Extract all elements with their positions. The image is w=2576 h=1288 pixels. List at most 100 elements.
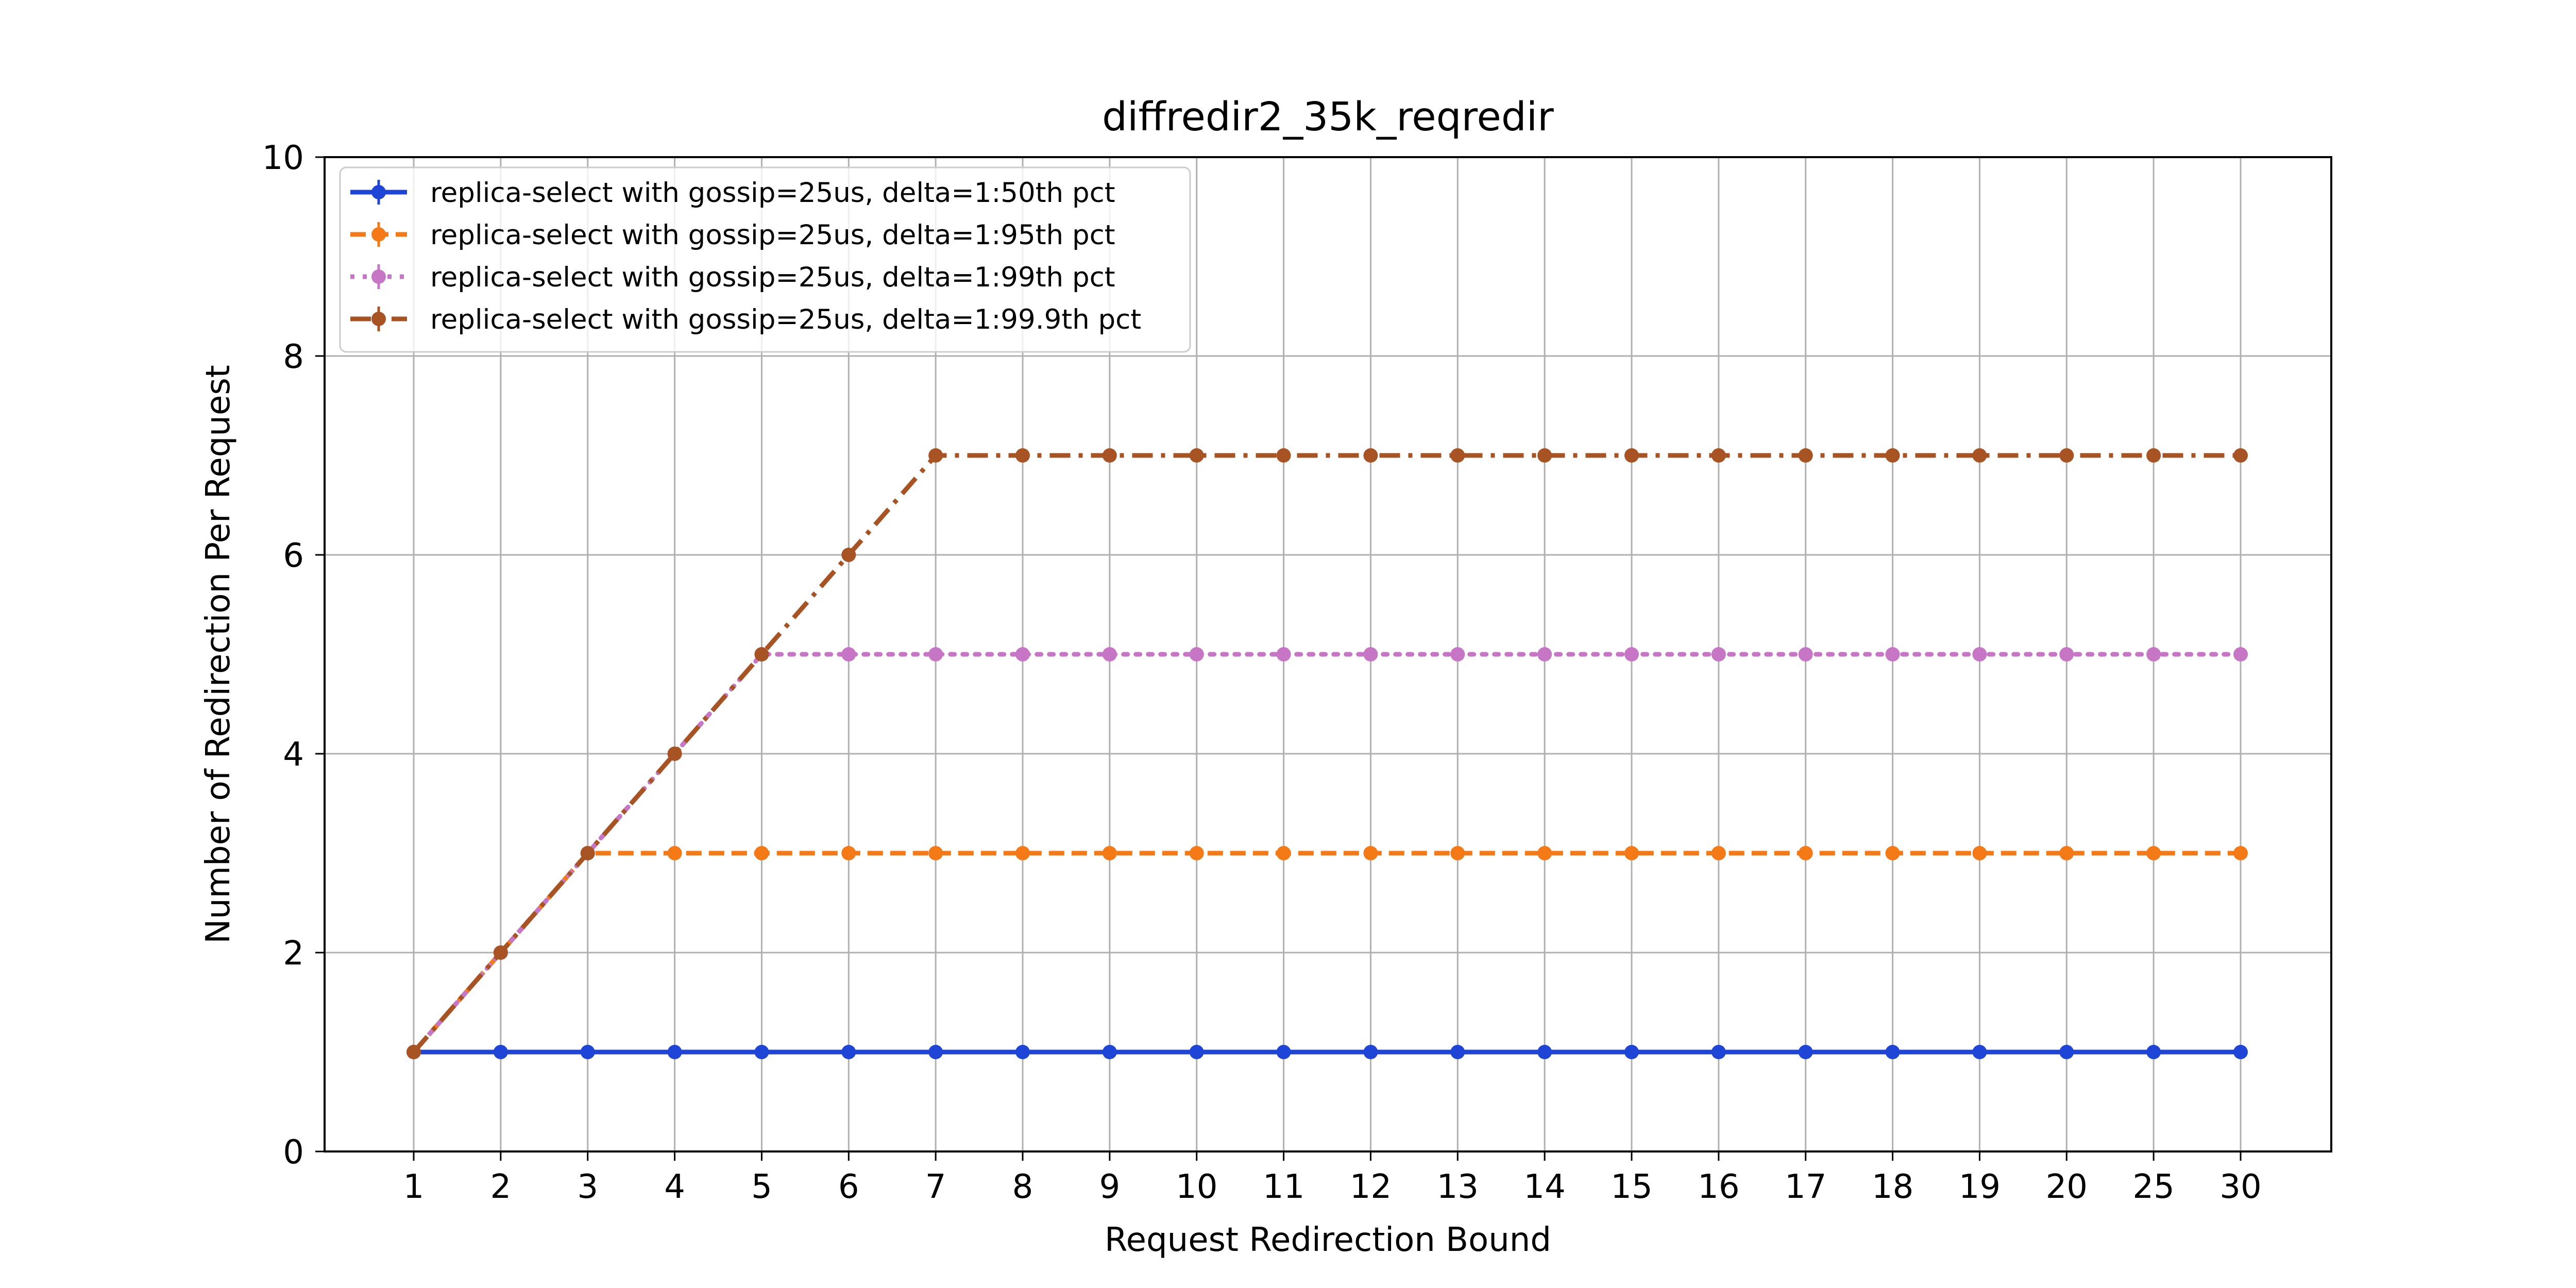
- x-tick-label: 6: [838, 1168, 859, 1206]
- data-point: [667, 747, 682, 761]
- data-point: [493, 1045, 508, 1059]
- data-point: [754, 1045, 769, 1059]
- series-1: [406, 1045, 2248, 1059]
- y-tick-label: 10: [262, 139, 304, 177]
- data-point: [2059, 1045, 2074, 1059]
- data-point: [1276, 448, 1291, 463]
- data-point: [1189, 647, 1204, 662]
- data-point: [1102, 448, 1117, 463]
- y-tick-label: 0: [283, 1133, 304, 1172]
- x-tick-label: 15: [1611, 1168, 1652, 1206]
- x-tick-label: 3: [577, 1168, 598, 1206]
- x-tick-label: 1: [403, 1168, 425, 1206]
- legend-label: replica-select with gossip=25us, delta=1…: [430, 219, 1115, 251]
- data-point: [406, 1045, 421, 1059]
- data-point: [1798, 448, 1813, 463]
- y-axis-label: Number of Redirection Per Request: [199, 365, 238, 944]
- series-line: [412, 453, 2241, 1054]
- legend: replica-select with gossip=25us, delta=1…: [339, 166, 1191, 353]
- data-point: [2146, 647, 2161, 662]
- series-4: [406, 448, 2248, 1059]
- legend-label: replica-select with gossip=25us, delta=1…: [430, 177, 1115, 209]
- x-tick-label: 12: [1350, 1168, 1392, 1206]
- data-point: [1711, 448, 1726, 463]
- data-point: [1015, 647, 1030, 662]
- data-point: [1276, 846, 1291, 860]
- data-point: [2146, 1045, 2161, 1059]
- data-point: [754, 846, 769, 860]
- x-tick-label: 16: [1698, 1168, 1739, 1206]
- data-point: [1972, 647, 1987, 662]
- data-point: [1363, 846, 1378, 860]
- x-tick-label: 10: [1176, 1168, 1217, 1206]
- data-point: [1450, 448, 1465, 463]
- data-point: [1189, 1045, 1204, 1059]
- data-point: [1015, 1045, 1030, 1059]
- data-point: [1798, 1045, 1813, 1059]
- data-point: [1537, 846, 1552, 860]
- data-point: [1972, 448, 1987, 463]
- data-point: [1189, 846, 1204, 860]
- data-point: [754, 647, 769, 662]
- x-tick-label: 7: [925, 1168, 946, 1206]
- data-point: [1102, 647, 1117, 662]
- legend-box: [339, 166, 1191, 353]
- legend-item: replica-select with gossip=25us, delta=1…: [350, 177, 1115, 209]
- data-point: [493, 945, 508, 960]
- data-point: [1363, 1045, 1378, 1059]
- data-point: [2059, 846, 2074, 860]
- data-point: [1624, 1045, 1639, 1059]
- x-tick-label: 25: [2132, 1168, 2174, 1206]
- data-point: [841, 846, 856, 860]
- data-point: [580, 1045, 595, 1059]
- x-tick-label: 9: [1099, 1168, 1120, 1206]
- legend-item: replica-select with gossip=25us, delta=1…: [350, 262, 1115, 293]
- legend-marker: [371, 312, 386, 326]
- data-point: [1537, 647, 1552, 662]
- legend-marker: [371, 227, 386, 242]
- x-tick-label: 13: [1437, 1168, 1479, 1206]
- data-point: [1972, 1045, 1987, 1059]
- data-point: [1363, 448, 1378, 463]
- legend-marker: [371, 185, 386, 199]
- data-point: [1537, 448, 1552, 463]
- y-tick-label: 6: [283, 537, 304, 575]
- data-point: [1450, 846, 1465, 860]
- data-point: [1102, 846, 1117, 860]
- legend-label: replica-select with gossip=25us, delta=1…: [430, 262, 1115, 293]
- y-tick-label: 4: [283, 736, 304, 774]
- series-line: [412, 851, 2241, 1054]
- data-point: [1450, 1045, 1465, 1059]
- data-point: [1102, 1045, 1117, 1059]
- y-tick-label: 2: [283, 935, 304, 973]
- x-tick-label: 8: [1012, 1168, 1033, 1206]
- data-point: [1624, 448, 1639, 463]
- data-point: [1885, 1045, 1900, 1059]
- data-point: [1015, 846, 1030, 860]
- data-point: [928, 1045, 943, 1059]
- data-point: [2233, 1045, 2248, 1059]
- data-point: [2059, 448, 2074, 463]
- data-point: [1450, 647, 1465, 662]
- data-point: [1363, 647, 1378, 662]
- data-point: [1885, 448, 1900, 463]
- x-tick-label: 17: [1785, 1168, 1826, 1206]
- data-point: [1711, 1045, 1726, 1059]
- data-point: [1189, 448, 1204, 463]
- x-tick-label: 14: [1523, 1168, 1565, 1206]
- x-axis-label: Request Redirection Bound: [1105, 1221, 1551, 1259]
- data-point: [667, 1045, 682, 1059]
- data-point: [1798, 846, 1813, 860]
- data-point: [667, 846, 682, 860]
- x-tick-label: 11: [1263, 1168, 1304, 1206]
- data-point: [928, 846, 943, 860]
- data-point: [2146, 846, 2161, 860]
- data-point: [2146, 448, 2161, 463]
- x-tick-label: 19: [1959, 1168, 2001, 1206]
- x-tick-label: 2: [490, 1168, 511, 1206]
- data-point: [1711, 647, 1726, 662]
- data-point: [1015, 448, 1030, 463]
- y-tick-label: 8: [283, 338, 304, 376]
- x-tick-label: 30: [2219, 1168, 2261, 1206]
- data-point: [1711, 846, 1726, 860]
